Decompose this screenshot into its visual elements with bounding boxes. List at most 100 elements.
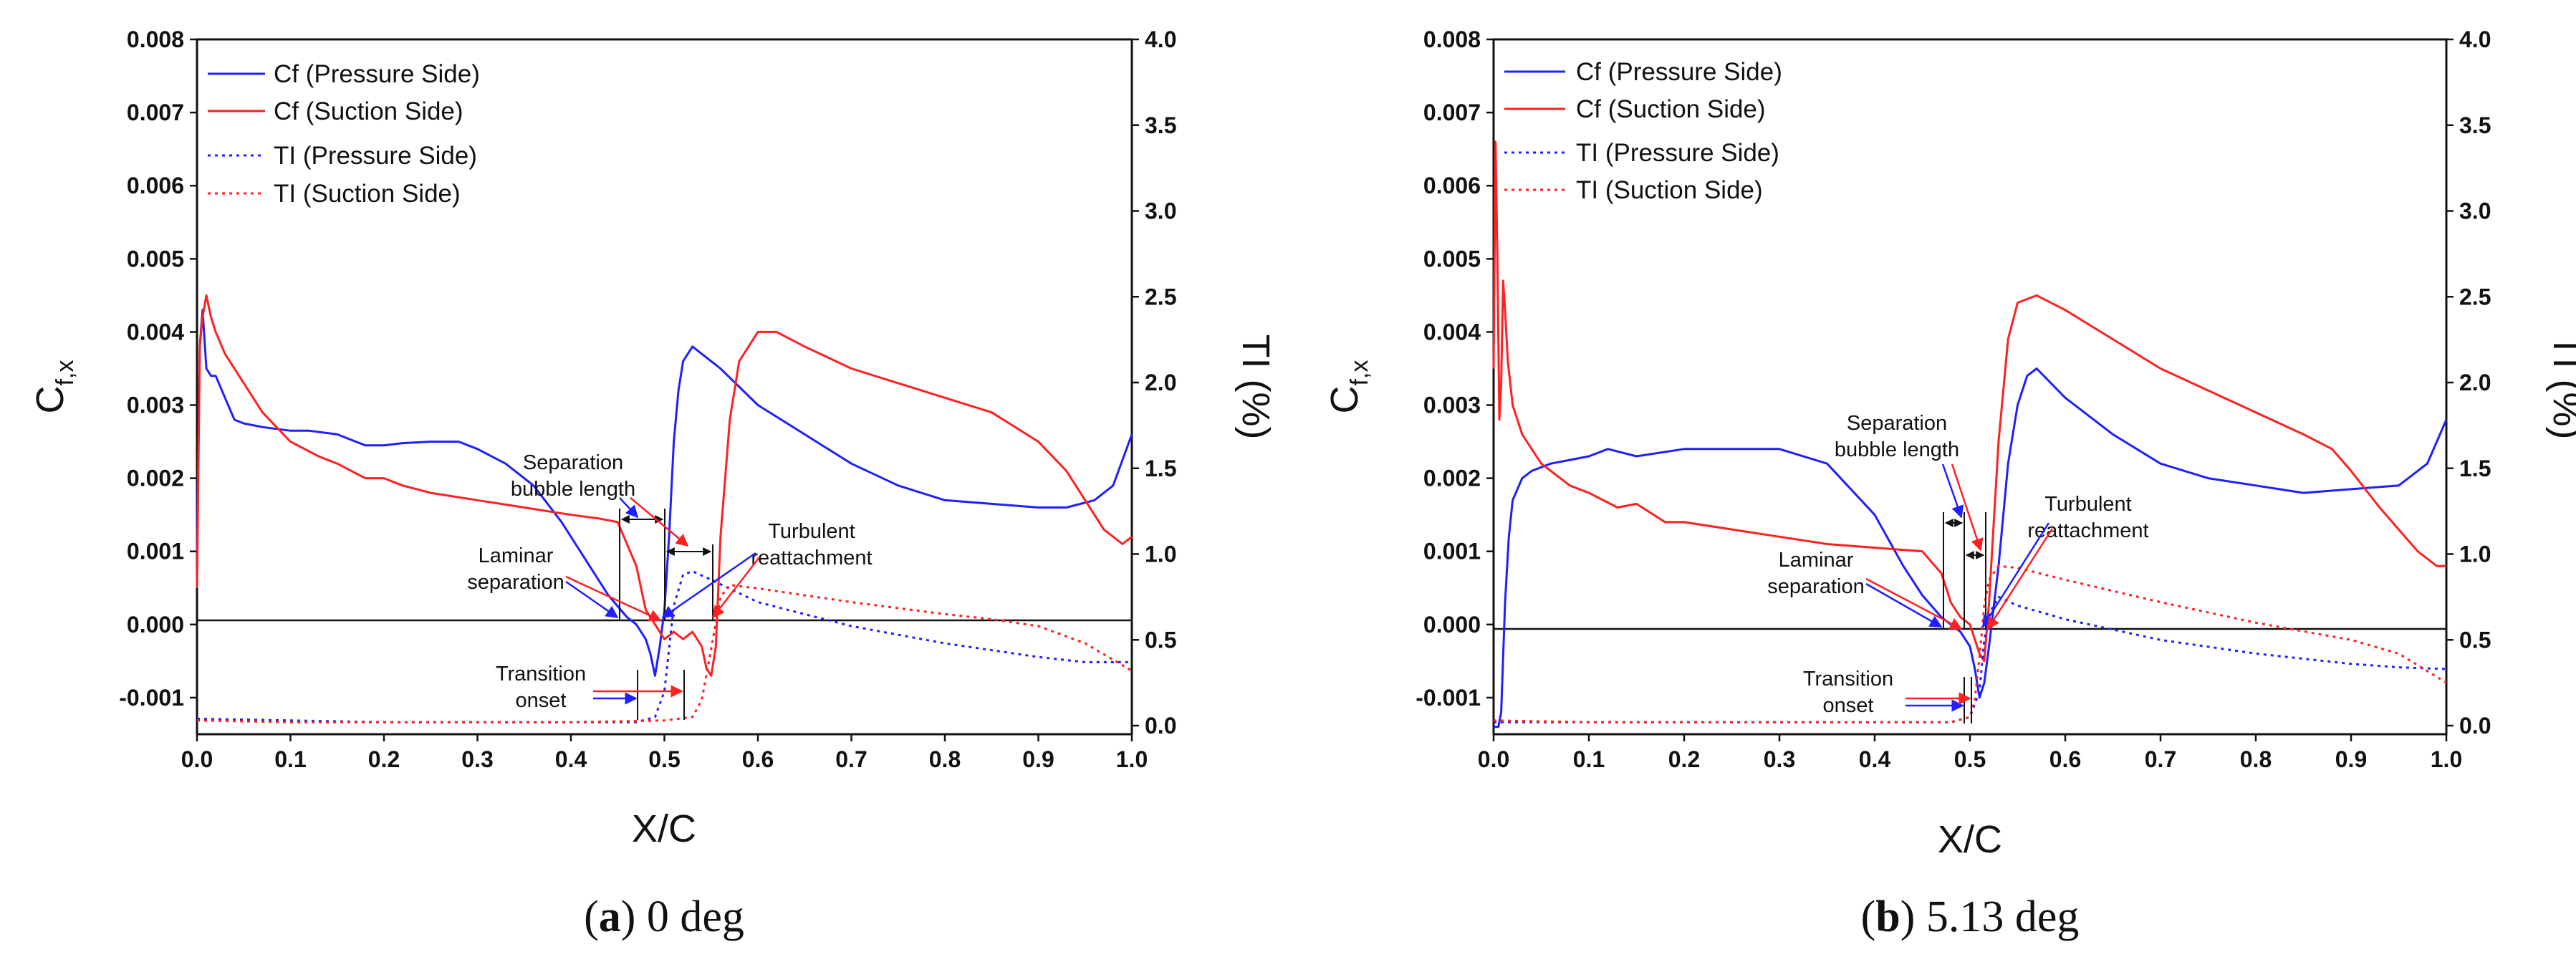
series-cf-suction-side — [1492, 140, 2446, 663]
y2-tick-label: 0.0 — [2459, 713, 2491, 739]
pointer-arrow — [1951, 463, 1984, 552]
y-tick-label: 0.005 — [1423, 246, 1481, 271]
y-axis-label: Cf,x — [1323, 360, 1373, 414]
y-ticks-right: 4.0 3.5 3.0 2.5 2.0 1.5 1.0 0.5 0.0 — [1132, 27, 1176, 739]
y-tick-label: -0.001 — [119, 685, 184, 711]
y2-tick-label: 0.5 — [2459, 627, 2491, 653]
y-tick-label: 0.003 — [1423, 393, 1481, 418]
y2-tick-label: 2.0 — [2459, 370, 2491, 395]
separation-annotation: Separation — [1847, 412, 1947, 435]
x-tick-label: 0.7 — [835, 746, 867, 772]
series-cf-suction-side — [196, 294, 1133, 677]
y-tick-label: 0.004 — [1423, 319, 1481, 345]
y2-tick-label: 4.0 — [1145, 27, 1176, 52]
legend-entry: Cf (Pressure Side) — [274, 60, 480, 88]
annotations: Separation bubble length Laminar separat… — [467, 451, 873, 720]
y-tick-label: 0.008 — [1423, 27, 1481, 52]
chart-panel-b: 0.0 0.1 0.2 0.3 0.4 0.5 0.6 0.7 0.8 0.9 1.0 0.008 0… — [1323, 27, 2576, 941]
separation-annotation: bubble length — [511, 478, 635, 501]
transition-annotation: Transition — [496, 663, 586, 686]
chart-panel-a: 0.0 0.1 0.2 0.3 0.4 0.5 0.6 0.7 0.8 0.9 1.0 0.0080… — [29, 27, 1277, 941]
y-tick-label: 0.006 — [1423, 173, 1481, 198]
series-ti-pressure-side — [196, 570, 1132, 723]
y-tick-label: 0.006 — [127, 173, 184, 198]
y-ticks-right: 4.0 3.5 3.0 2.5 2.0 1.5 1.0 0.5 0.0 — [2446, 27, 2491, 739]
legend-entry: Cf (Suction Side) — [274, 97, 463, 125]
y2-tick-label: 4.0 — [2459, 27, 2491, 52]
x-tick-label: 0.3 — [1764, 746, 1795, 772]
pointer-arrow — [565, 575, 662, 622]
y2-tick-label: 0.5 — [1145, 627, 1176, 653]
y2-tick-label: 3.0 — [2459, 198, 2491, 224]
pointer-arrow — [1865, 577, 1963, 630]
y2-tick-label: 1.5 — [1145, 456, 1176, 481]
laminar-annotation: Laminar — [1779, 549, 1854, 572]
laminar-annotation: Laminar — [479, 544, 554, 567]
x-ticks: 0.0 0.1 0.2 0.3 0.4 0.5 0.6 0.7 0.8 0.9 1.0 — [181, 734, 1148, 772]
pointer-arrow — [661, 552, 756, 619]
y2-tick-label: 3.5 — [2459, 112, 2491, 138]
pointer-arrow — [711, 557, 760, 619]
x-tick-label: 0.8 — [929, 746, 961, 772]
y-tick-label: 0.005 — [127, 246, 184, 271]
legend: Cf (Pressure Side) Cf (Suction Side) TI … — [208, 60, 480, 208]
legend-entry: TI (Suction Side) — [274, 180, 461, 208]
laminar-annotation: separation — [1767, 575, 1864, 598]
x-tick-label: 0.2 — [368, 746, 400, 772]
x-tick-label: 0.8 — [2240, 746, 2272, 772]
y2-tick-label: 1.0 — [2459, 542, 2491, 567]
x-tick-label: 0.6 — [2049, 746, 2081, 772]
y-tick-label: 0.000 — [127, 612, 184, 638]
y2-axis-label: TI (%) — [1234, 335, 1277, 440]
y-tick-label: 0.007 — [127, 100, 184, 125]
pointer-arrow — [619, 497, 639, 519]
x-tick-label: 0.9 — [1022, 746, 1054, 772]
caption-a: (a) 0 deg — [584, 893, 744, 941]
series-cf-pressure-side — [196, 309, 1133, 677]
series-ti-suction-side — [1493, 564, 2447, 723]
legend-entry: TI (Pressure Side) — [1576, 139, 1779, 167]
y2-tick-label: 2.5 — [1145, 284, 1176, 309]
pointer-arrow — [1941, 463, 1964, 519]
y2-tick-label: 2.0 — [1145, 370, 1176, 395]
x-tick-label: 0.0 — [1478, 746, 1509, 772]
y2-tick-label: 3.0 — [1145, 198, 1176, 224]
data-series — [196, 294, 1133, 723]
x-tick-label: 0.1 — [1573, 746, 1605, 772]
pointer-arrow — [565, 580, 619, 619]
x-tick-label: 0.7 — [2145, 746, 2176, 772]
x-tick-label: 0.4 — [555, 746, 587, 772]
x-tick-label: 1.0 — [2431, 746, 2462, 772]
transition-annotation: onset — [1823, 694, 1874, 717]
y2-tick-label: 1.0 — [1145, 542, 1176, 567]
x-axis-label: X/C — [1938, 818, 2002, 861]
legend: Cf (Pressure Side) Cf (Suction Side) TI … — [1504, 58, 1782, 204]
y-tick-label: 0.004 — [127, 319, 184, 345]
x-tick-label: 0.4 — [1859, 746, 1891, 772]
y-tick-label: -0.001 — [1416, 685, 1481, 711]
data-series — [1492, 140, 2448, 728]
laminar-annotation: separation — [467, 571, 564, 594]
legend-entry: TI (Pressure Side) — [274, 142, 477, 170]
y-tick-label: 0.002 — [127, 466, 184, 491]
y-ticks-left: 0.008 0.007 0.006 0.005 0.004 0.003 0.002 0.001… — [1416, 27, 1494, 711]
transition-annotation: onset — [516, 689, 567, 712]
separation-annotation: Separation — [523, 451, 623, 474]
x-tick-label: 0.5 — [1954, 746, 1986, 772]
y-tick-label: 0.000 — [1423, 612, 1481, 638]
y-tick-label: 0.001 — [127, 539, 184, 564]
separation-annotation: bubble length — [1835, 438, 1959, 461]
y2-axis-label: TI (%) — [2545, 335, 2576, 440]
x-tick-label: 0.1 — [274, 746, 306, 772]
x-tick-label: 0.2 — [1668, 746, 1700, 772]
x-tick-label: 1.0 — [1116, 746, 1148, 772]
y-tick-label: 0.003 — [127, 393, 184, 418]
turbulent-annotation: Turbulent — [2044, 493, 2131, 516]
x-tick-label: 0.0 — [181, 746, 213, 772]
legend-entry: Cf (Pressure Side) — [1576, 58, 1782, 86]
y2-tick-label: 0.0 — [1145, 713, 1176, 739]
series-ti-pressure-side — [1494, 595, 2447, 723]
x-tick-label: 0.9 — [2335, 746, 2367, 772]
annotations: Separation bubble length Laminar separat… — [1767, 412, 2149, 723]
